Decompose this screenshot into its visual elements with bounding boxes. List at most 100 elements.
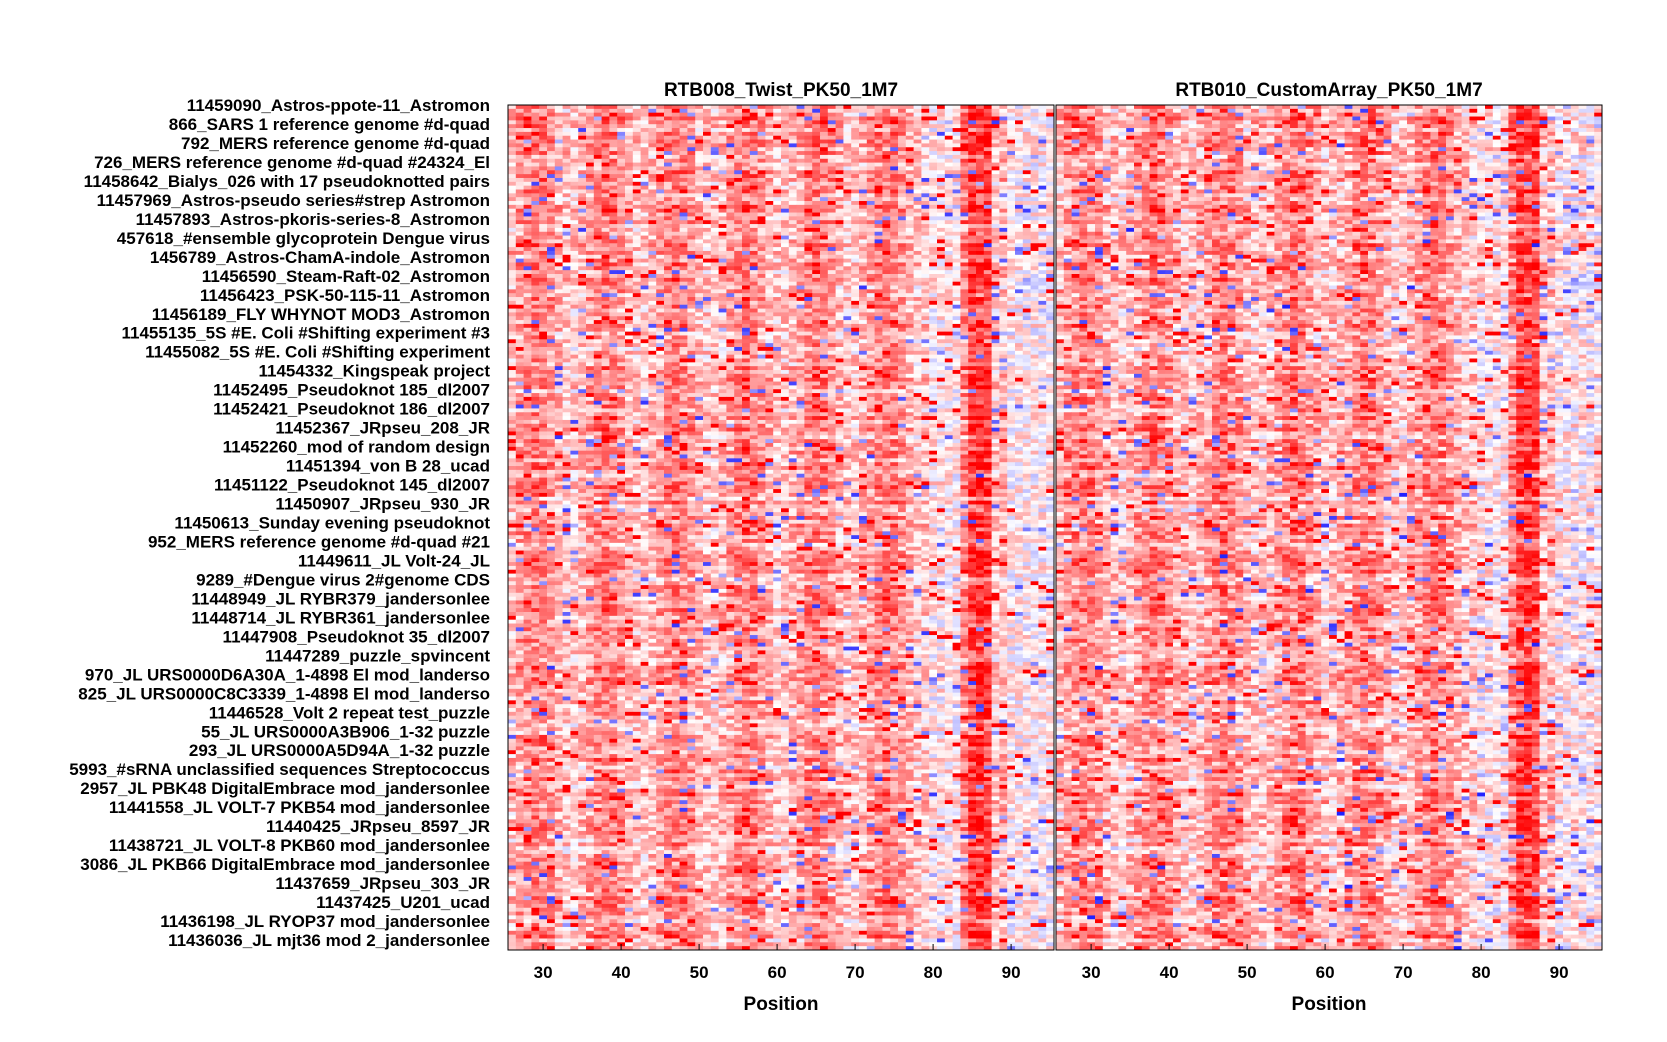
heatmap-cell	[991, 227, 1000, 233]
heatmap-cell	[757, 285, 766, 290]
heatmap-cell	[640, 216, 649, 221]
heatmap-cell	[656, 262, 665, 267]
heatmap-cell	[593, 343, 602, 348]
heatmap-cell	[523, 220, 532, 225]
heatmap-cell	[976, 212, 985, 217]
heatmap-cell	[718, 112, 727, 117]
heatmap-cell	[843, 312, 852, 317]
heatmap-cell	[547, 120, 556, 125]
heatmap-cell	[866, 193, 875, 198]
heatmap-cell	[874, 116, 883, 121]
heatmap-cell	[508, 300, 517, 306]
heatmap-cell	[554, 308, 563, 313]
heatmap-cell	[851, 343, 860, 348]
heatmap-cell	[554, 320, 563, 325]
heatmap-cell	[625, 162, 634, 167]
heatmap-cell	[562, 120, 571, 125]
heatmap-cell	[531, 147, 540, 152]
heatmap-cell	[827, 370, 836, 375]
heatmap-cell	[952, 277, 961, 283]
heatmap-cell	[757, 208, 766, 213]
heatmap-cell	[937, 135, 946, 140]
heatmap-cell	[960, 289, 969, 294]
heatmap-cell	[1030, 354, 1039, 359]
row-label: 5993_#sRNA unclassified sequences Strept…	[69, 760, 490, 779]
heatmap-cell	[968, 208, 977, 213]
heatmap-cell	[851, 185, 860, 190]
heatmap-cell	[570, 281, 579, 286]
heatmap-cell	[586, 370, 595, 375]
heatmap-cell	[781, 185, 790, 190]
heatmap-cell	[554, 224, 563, 229]
heatmap-cell	[515, 343, 524, 348]
heatmap-cell	[617, 266, 626, 271]
heatmap-cell	[679, 370, 688, 375]
heatmap-cell	[968, 331, 977, 336]
heatmap-cell	[890, 112, 899, 117]
heatmap-cell	[547, 300, 556, 306]
heatmap-cell	[796, 370, 805, 375]
heatmap-cell	[570, 335, 579, 340]
heatmap-cell	[625, 281, 634, 286]
heatmap-cell	[812, 281, 821, 286]
heatmap-cell	[1007, 354, 1016, 359]
heatmap-cell	[523, 350, 532, 356]
heatmap-cell	[882, 323, 891, 329]
heatmap-cell	[539, 158, 548, 164]
heatmap-cell	[851, 354, 860, 359]
heatmap-cell	[905, 124, 914, 129]
heatmap-cell	[796, 151, 805, 156]
heatmap-cell	[671, 204, 680, 210]
heatmap-cell	[843, 346, 852, 352]
heatmap-cell	[625, 274, 634, 279]
heatmap-cell	[812, 139, 821, 144]
heatmap-cell	[866, 320, 875, 325]
heatmap-cell	[937, 162, 946, 167]
heatmap-cell	[656, 174, 665, 179]
heatmap-cell	[742, 266, 751, 271]
heatmap-cell	[508, 358, 517, 363]
heatmap-cell	[617, 312, 626, 317]
heatmap-cell	[874, 316, 883, 321]
heatmap-cell	[999, 320, 1008, 325]
heatmap-cell	[664, 170, 673, 175]
heatmap-cell	[578, 320, 587, 325]
heatmap-cell	[578, 362, 587, 367]
heatmap-cell	[820, 327, 829, 333]
heatmap-cell	[874, 354, 883, 359]
heatmap-cell	[913, 189, 922, 194]
heatmap-cell	[757, 170, 766, 175]
heatmap-cell	[593, 204, 602, 210]
heatmap-cell	[718, 174, 727, 179]
heatmap-cell	[1022, 304, 1031, 309]
heatmap-cell	[1038, 216, 1047, 221]
heatmap-cell	[703, 289, 712, 294]
heatmap-cell	[570, 185, 579, 190]
heatmap-cell	[609, 335, 618, 340]
heatmap-cell	[640, 327, 649, 333]
heatmap-cell	[742, 116, 751, 121]
heatmap-cell	[570, 151, 579, 156]
heatmap-cell	[1038, 120, 1047, 125]
heatmap-cell	[710, 293, 719, 298]
heatmap-cell	[742, 308, 751, 313]
heatmap-cell	[788, 289, 797, 294]
heatmap-cell	[921, 212, 930, 217]
heatmap-cell	[843, 231, 852, 236]
heatmap-cell	[1030, 177, 1039, 183]
heatmap-cell	[578, 105, 587, 110]
heatmap-cell	[913, 124, 922, 129]
heatmap-cell	[765, 270, 774, 275]
heatmap-cell	[968, 285, 977, 290]
heatmap-cell	[609, 189, 618, 194]
heatmap-cell	[944, 120, 953, 125]
heatmap-cell	[648, 366, 657, 371]
heatmap-cell	[734, 331, 743, 336]
heatmap-cell	[632, 370, 641, 375]
heatmap-cell	[882, 254, 891, 260]
heatmap-cell	[788, 270, 797, 275]
heatmap-cell	[539, 105, 548, 110]
heatmap-cell	[671, 346, 680, 352]
heatmap-cell	[929, 350, 938, 356]
heatmap-cell	[734, 181, 743, 187]
